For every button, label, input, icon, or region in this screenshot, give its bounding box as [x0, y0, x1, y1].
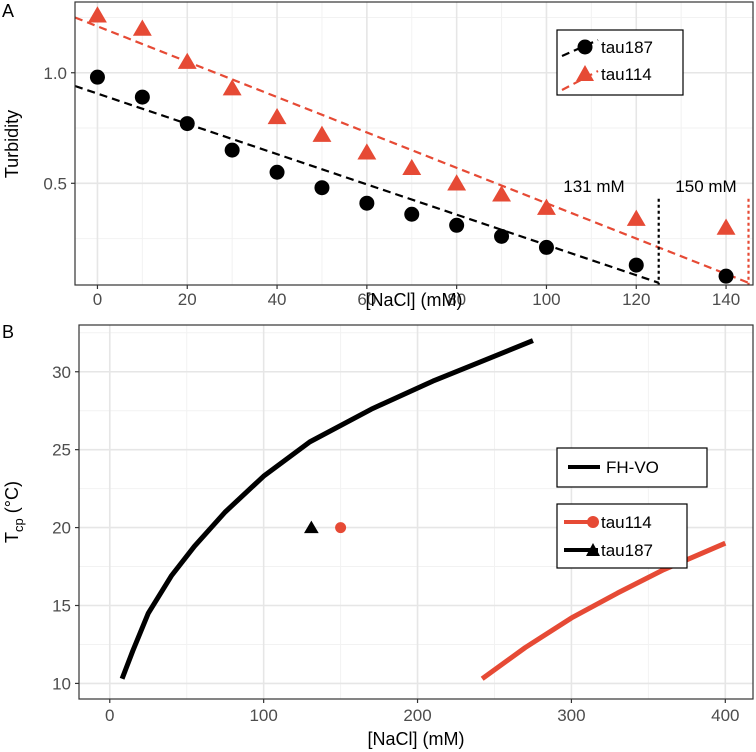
panel-a-legend-box	[556, 29, 684, 96]
point-tau114	[357, 143, 377, 160]
x-tick-label: 140	[712, 290, 740, 309]
y-tick-label: 30	[52, 363, 71, 382]
y-tick-label: 15	[52, 597, 71, 616]
legend-points-box	[556, 503, 688, 569]
panel-a-y-axis-title: Turbidity	[2, 110, 22, 178]
point-tau187	[134, 89, 150, 105]
annotation-150mm: 150 mM	[675, 177, 736, 196]
point-tau187	[179, 116, 195, 132]
x-tick-label: 100	[532, 290, 560, 309]
point-tau114	[716, 218, 736, 235]
point-tau114	[447, 174, 467, 191]
x-tick-label: 80	[447, 290, 466, 309]
panel-b-x-ticks: 0 100 200 300 400	[105, 699, 739, 725]
legend-fh-label: FH-VO	[606, 458, 659, 477]
y-tick-label: 0.5	[43, 174, 67, 193]
panel-a-threshold-lines	[657, 198, 750, 285]
panel-a: A 0 20 40 60 80 100 120 140 0.51.0 [NaCl] (mM) …	[2, 1, 754, 310]
annotation-131mm: 131 mM	[563, 177, 624, 196]
y-tick-label: 20	[52, 519, 71, 538]
point-tau114	[335, 522, 347, 534]
x-tick-label: 100	[249, 706, 277, 725]
point-tau114	[492, 185, 512, 202]
panel-a-frame	[74, 1, 754, 286]
x-tick-label: 120	[622, 290, 650, 309]
x-tick-label: 0	[105, 706, 114, 725]
point-tau114	[88, 6, 107, 23]
point-tau114	[537, 198, 556, 215]
panel-b-y-axis-title: Tcp (°C)	[2, 481, 26, 543]
point-tau187	[718, 268, 734, 284]
legend-tau114-b-marker	[587, 516, 599, 528]
panel-a-y-ticks: 0.5 1.0	[43, 64, 75, 193]
x-tick-label: 200	[403, 706, 431, 725]
point-tau187	[89, 69, 105, 85]
panel-a-legend: tau187 tau114	[556, 29, 684, 96]
point-tau187	[314, 180, 330, 196]
point-tau114	[222, 79, 242, 96]
legend-tau187-b-marker	[586, 543, 600, 556]
point-tau187	[359, 195, 375, 211]
legend-tau187-b-label: tau187	[601, 541, 653, 560]
panel-b: B 0 100 200 300 400 10 15 20 25 30 [NaCl] (mM) T…	[2, 322, 754, 749]
panel-b-grid	[79, 325, 753, 699]
legend-tau187-label: tau187	[601, 38, 653, 57]
panel-a-label: A	[2, 1, 14, 21]
panel-b-label: B	[2, 322, 14, 342]
point-tau114	[626, 209, 646, 226]
point-tau187	[449, 217, 465, 233]
y-title-sub: cp	[11, 518, 26, 532]
legend-tau114-b-label: tau114	[601, 513, 652, 532]
point-tau187	[538, 239, 554, 255]
panel-a-x-ticks: 0 20 40 60 80 100 120 140	[93, 285, 740, 309]
x-tick-label: 400	[711, 706, 739, 725]
panel-b-x-axis-title: [NaCl] (mM)	[368, 729, 465, 749]
curve-FH-VO	[119, 338, 534, 680]
point-tau114	[267, 107, 287, 125]
y-tick-label: 10	[52, 674, 71, 693]
panel-b-y-ticks: 10 15 20 25 30	[52, 363, 79, 693]
point-tau114	[132, 19, 152, 36]
x-tick-label: 60	[357, 290, 376, 309]
panel-a-x-axis-title: [NaCl] (mM)	[366, 290, 463, 310]
x-tick-label: 0	[93, 290, 102, 309]
legend-tau114-marker	[576, 65, 594, 81]
panel-b-legend-fh: FH-VO	[556, 447, 708, 488]
panel-b-points	[304, 520, 347, 534]
y-tick-label: 1.0	[43, 64, 67, 83]
legend-tau114-label: tau114	[601, 65, 652, 84]
x-tick-label: 300	[557, 706, 585, 725]
panel-b-legend-points: tau114 tau187	[556, 503, 688, 569]
panel-a-data-points	[88, 6, 736, 284]
point-tau187	[494, 228, 510, 244]
panel-b-frame	[78, 324, 754, 700]
x-tick-label: 20	[178, 290, 197, 309]
y-title-main: T	[2, 532, 22, 543]
point-tau187	[404, 206, 420, 222]
point-tau187	[304, 520, 319, 534]
point-tau187	[224, 142, 240, 158]
point-tau114	[402, 158, 422, 176]
point-tau114	[312, 125, 332, 142]
x-tick-label: 40	[268, 290, 287, 309]
point-tau187	[628, 257, 644, 273]
point-tau187	[269, 164, 285, 180]
y-title-rest: (°C)	[2, 481, 22, 518]
legend-tau187-marker	[577, 39, 593, 55]
fit-line-tau187	[74, 84, 660, 284]
point-tau114	[177, 52, 197, 69]
y-tick-label: 25	[52, 441, 71, 460]
